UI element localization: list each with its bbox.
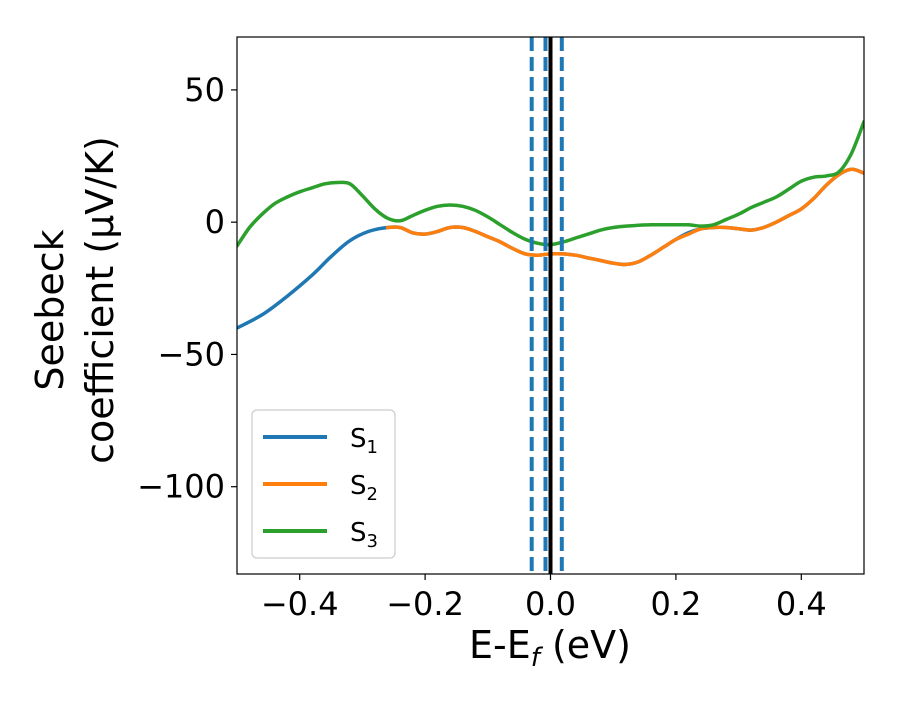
- x-tick-label: 0.2: [650, 585, 701, 623]
- legend-label-subscript: 2: [367, 484, 378, 505]
- x-axis-title: E-Ef (eV): [469, 623, 631, 673]
- axes: −0.4 −0.2 0.0 0.2 0.4 −100 −50 0 50: [137, 36, 865, 623]
- legend-label-name: S: [350, 518, 367, 548]
- x-axis-title-unit: (eV): [540, 623, 631, 667]
- legend-label-subscript: 1: [367, 437, 378, 458]
- x-tick-label: −0.2: [386, 585, 464, 623]
- y-tick-label: −50: [157, 335, 225, 373]
- plot-area: [237, 37, 864, 574]
- plot-clip-group: [237, 37, 864, 574]
- x-tick-label: 0.0: [525, 585, 576, 623]
- series-line-s2: [385, 167, 864, 267]
- y-axis-title-line1: Seebeck: [28, 229, 72, 390]
- x-tick-label: −0.4: [261, 585, 339, 623]
- y-tick-label: 50: [184, 71, 225, 109]
- legend-label-s3: S3: [350, 518, 378, 552]
- legend-label-name: S: [350, 471, 367, 501]
- y-tick-label: −100: [137, 468, 225, 506]
- legend-label-s2: S2: [350, 471, 378, 505]
- y-tick-label: 0: [205, 203, 225, 241]
- x-axis-title-main: E-E: [469, 623, 531, 667]
- legend-label-subscript: 3: [367, 531, 378, 552]
- y-axis-title-line2: coefficient (μV/K): [78, 136, 122, 464]
- legend-label-s1: S1: [350, 424, 378, 458]
- legend-label-name: S: [350, 424, 367, 454]
- x-tick-label: 0.4: [776, 585, 827, 623]
